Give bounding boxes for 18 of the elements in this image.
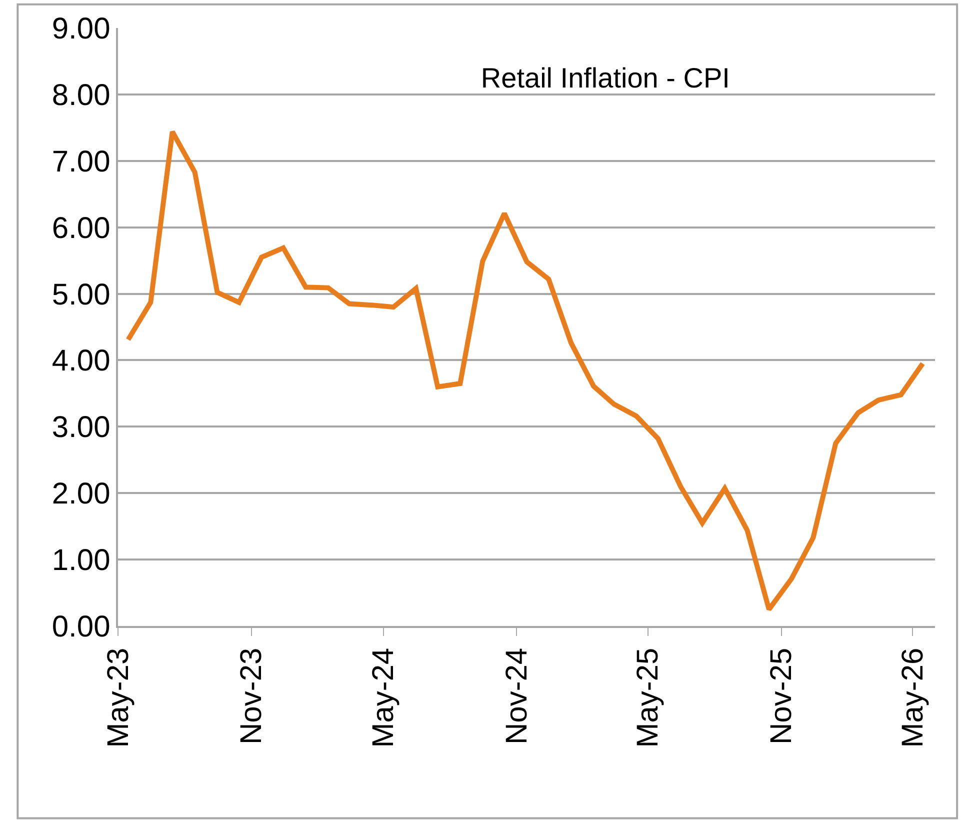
x-tick-label: Nov-24 <box>500 648 534 744</box>
x-tick-label: May-25 <box>632 648 665 748</box>
y-tick-label: 7.00 <box>52 145 110 178</box>
text: Retail Inflation - CPI <box>480 62 730 94</box>
y-tick-label: 4.00 <box>52 344 110 378</box>
y-tick-label: 6.00 <box>52 212 110 245</box>
y-tick-label: 1.00 <box>52 544 110 578</box>
x-tick-label: Nov-23 <box>235 648 268 744</box>
x-tick-label: Nov-25 <box>765 648 798 744</box>
y-tick-label: 9.00 <box>52 12 110 46</box>
y-tick-label: 8.00 <box>52 78 110 112</box>
x-tick-label: May-23 <box>102 648 135 748</box>
y-tick-label: 5.00 <box>52 278 110 312</box>
x-tick-label: May-26 <box>896 648 930 748</box>
y-tick-label: 2.00 <box>52 478 110 511</box>
x-tick-label: May-24 <box>367 648 400 748</box>
y-tick-label: 0.00 <box>52 610 110 644</box>
y-tick-label: 3.00 <box>52 411 110 444</box>
